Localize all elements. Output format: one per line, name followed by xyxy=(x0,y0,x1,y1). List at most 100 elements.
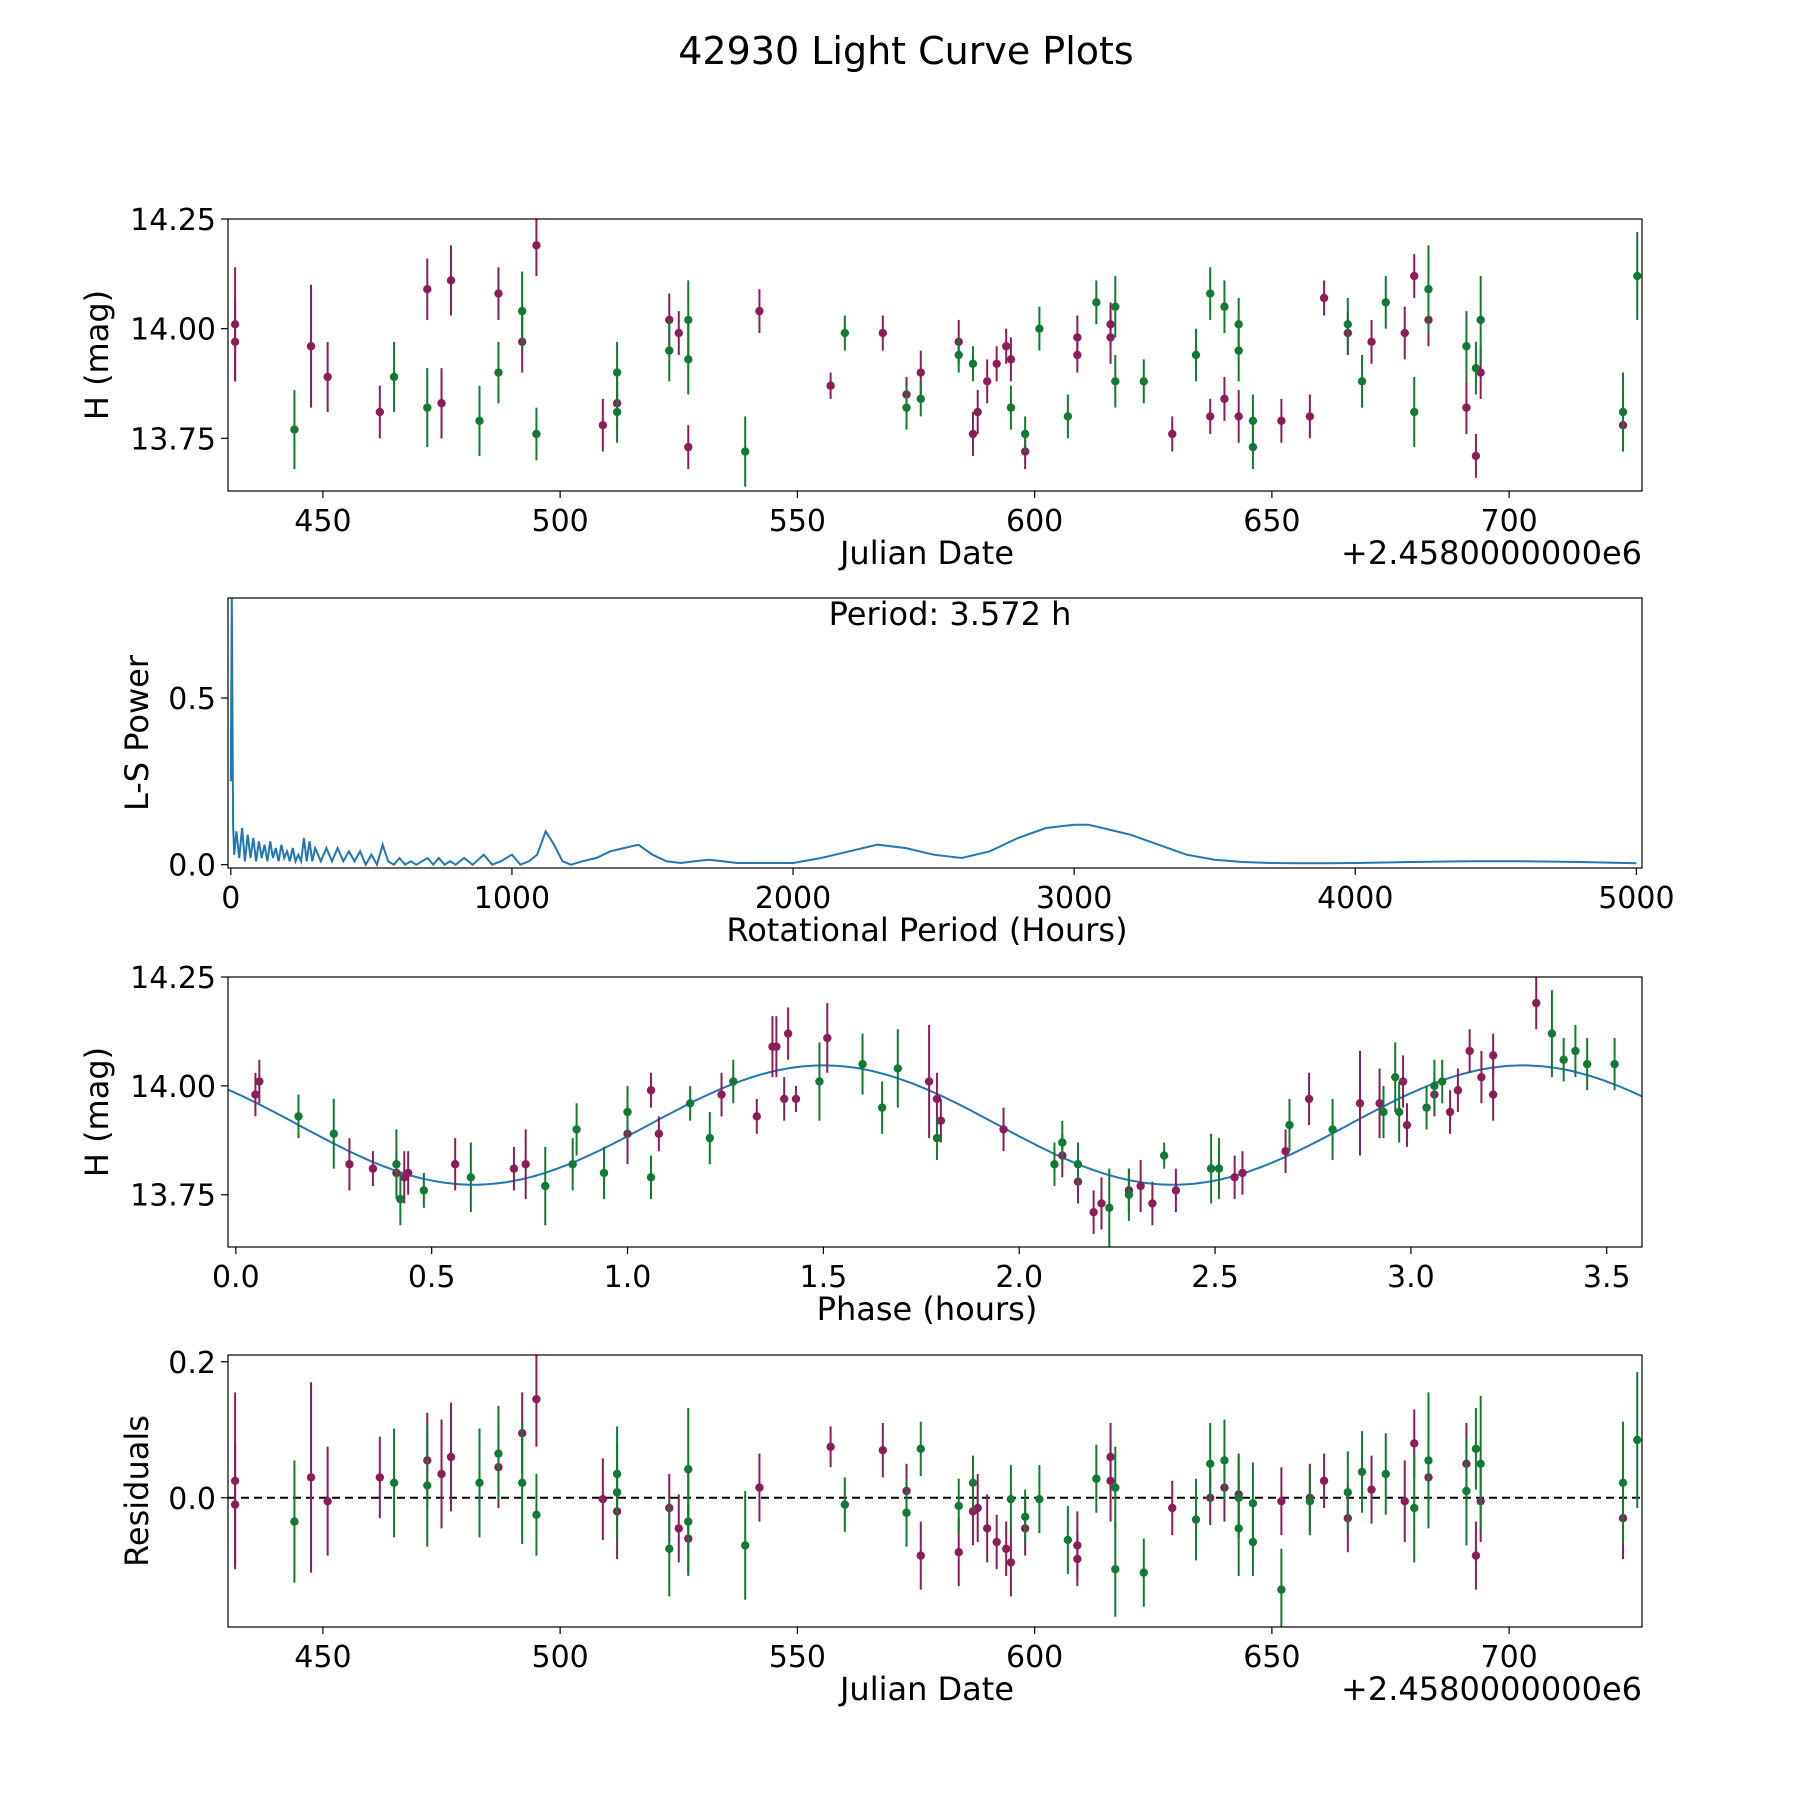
data-point xyxy=(1105,1203,1114,1213)
data-point xyxy=(878,328,888,338)
data-point xyxy=(1050,1160,1059,1169)
data-point xyxy=(1206,412,1215,421)
model-fit-line xyxy=(228,1064,1642,1186)
data-point xyxy=(1476,1459,1485,1469)
data-point xyxy=(1238,1168,1247,1178)
period-annotation: Period: 3.572 h xyxy=(829,595,1072,633)
data-point xyxy=(323,372,332,382)
data-point xyxy=(450,1160,460,1169)
data-point xyxy=(705,1133,714,1143)
data-point xyxy=(1285,1120,1294,1130)
x-tick-label: 550 xyxy=(769,1640,826,1675)
data-point xyxy=(375,1473,385,1482)
data-point xyxy=(858,1059,867,1069)
data-point xyxy=(826,1442,835,1452)
data-point xyxy=(954,350,963,360)
data-point xyxy=(1006,403,1016,412)
data-point xyxy=(1582,1059,1592,1069)
plot-area xyxy=(230,219,1642,487)
data-point xyxy=(902,1508,911,1517)
x-tick-label: 1.5 xyxy=(800,1260,848,1295)
data-point xyxy=(741,1541,750,1550)
data-point xyxy=(893,1064,902,1073)
data-point xyxy=(1089,1207,1098,1217)
data-point xyxy=(1400,1497,1409,1506)
data-point xyxy=(1220,302,1229,311)
data-point xyxy=(1191,350,1201,360)
data-point xyxy=(329,1129,338,1138)
data-point xyxy=(973,1503,982,1513)
y-tick-label: 14.25 xyxy=(130,203,216,238)
data-point xyxy=(1111,1565,1120,1574)
data-point xyxy=(509,1164,519,1173)
plot-area xyxy=(228,1355,1642,1627)
y-tick-label: 0.0 xyxy=(168,849,216,884)
periodogram-panel: 0 1000 2000 3000 4000 5000 0.0 0.5 Rotational Pe… xyxy=(118,595,1675,949)
data-point xyxy=(936,1116,946,1125)
figure-title: 42930 Light Curve Plots xyxy=(678,29,1133,73)
data-point xyxy=(902,403,911,412)
data-point xyxy=(494,368,503,377)
data-point xyxy=(1073,350,1082,360)
data-point xyxy=(685,1099,695,1108)
data-point xyxy=(840,328,850,338)
x-tick-label: 0.0 xyxy=(212,1260,260,1295)
data-point xyxy=(665,1544,674,1554)
x-axis-label: Julian Date xyxy=(838,1670,1014,1708)
data-point xyxy=(446,1452,456,1462)
data-point xyxy=(1248,1499,1258,1508)
data-point xyxy=(1465,1046,1474,1056)
data-point xyxy=(1214,1164,1224,1173)
data-point xyxy=(932,1133,942,1143)
x-tick-label: 550 xyxy=(769,504,826,539)
data-point xyxy=(1248,416,1258,426)
data-point xyxy=(1471,1444,1481,1454)
data-point xyxy=(1234,346,1243,355)
data-point xyxy=(665,346,674,355)
data-point xyxy=(389,1478,399,1488)
data-point xyxy=(1559,1055,1568,1064)
data-point xyxy=(1328,1125,1337,1134)
data-point xyxy=(1304,1094,1314,1104)
y-tick-label: 13.75 xyxy=(130,422,216,457)
data-point xyxy=(1092,1474,1101,1483)
data-point xyxy=(1633,271,1642,281)
data-point xyxy=(1234,1524,1243,1533)
data-point xyxy=(1343,1488,1353,1497)
data-point xyxy=(1610,1059,1619,1069)
data-point xyxy=(1248,1537,1258,1547)
data-point xyxy=(1462,342,1471,351)
data-point xyxy=(1220,1456,1229,1465)
data-point xyxy=(684,355,693,364)
data-point xyxy=(1111,377,1120,386)
x-tick-label: 2.5 xyxy=(1191,1260,1239,1295)
data-point xyxy=(1106,1476,1115,1486)
data-point xyxy=(475,1478,484,1488)
data-point xyxy=(1168,1503,1177,1513)
x-tick-label: 500 xyxy=(532,1640,589,1675)
axes-frame xyxy=(227,218,1643,492)
data-point xyxy=(1410,1503,1419,1513)
data-point xyxy=(840,1500,850,1509)
data-point xyxy=(791,1094,801,1104)
data-point xyxy=(423,1481,432,1490)
data-point xyxy=(230,337,240,347)
data-point xyxy=(1111,1483,1120,1492)
x-tick-label: 5000 xyxy=(1598,881,1674,916)
data-point xyxy=(1277,416,1286,426)
data-point xyxy=(755,1483,764,1492)
data-point xyxy=(230,1500,240,1509)
data-point xyxy=(717,1090,726,1099)
x-offset-label: +2.4580000000e6 xyxy=(1341,534,1642,572)
data-point xyxy=(1357,377,1367,386)
data-point xyxy=(423,284,432,294)
data-point xyxy=(494,1449,503,1458)
data-point xyxy=(1206,1459,1215,1469)
data-point xyxy=(674,1524,683,1533)
data-point xyxy=(1020,1512,1030,1522)
data-point xyxy=(968,429,978,439)
data-point xyxy=(423,403,432,412)
data-point xyxy=(532,241,541,250)
y-tick-label: 14.00 xyxy=(130,1070,216,1105)
data-point xyxy=(1571,1046,1580,1056)
